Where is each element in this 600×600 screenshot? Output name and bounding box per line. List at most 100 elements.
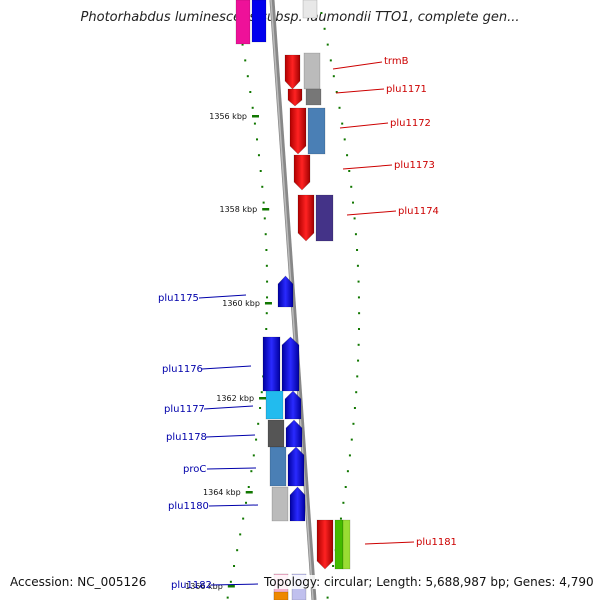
scale-dot-left: [261, 185, 264, 188]
scale-tick-label: 1364 kbp: [203, 488, 241, 497]
scale-major-tick: [259, 397, 267, 400]
scale-major-tick: [251, 115, 259, 118]
gene-label-proc[interactable]: proC: [183, 464, 206, 475]
scale-dot-left: [236, 549, 239, 552]
scale-dot-right: [341, 122, 344, 125]
scale-dot-left: [265, 328, 268, 330]
scale-dot-left: [246, 75, 249, 78]
gene-label-plu1174[interactable]: plu1174: [398, 206, 439, 217]
gene-feature-plu1178: [267, 419, 285, 448]
map-title: Photorhabdus luminescens subsp. laumondi…: [80, 10, 520, 25]
leader-line-blue: [206, 467, 257, 470]
gene-feature-plu1175: [277, 275, 294, 308]
scale-dot-right: [335, 91, 338, 93]
scale-dot-right: [329, 59, 332, 62]
gene-feature-plu1181-b: [342, 519, 351, 570]
leader-line-red: [342, 164, 393, 170]
scale-dot-left: [241, 43, 244, 46]
gene-feature-plu1172: [307, 107, 326, 155]
scale-dot-right: [348, 170, 351, 172]
gene-labels-right: trmB plu1171 plu1172 plu1173 plu1174 plu…: [384, 56, 457, 548]
gene-feature-plu1177: [265, 390, 284, 420]
scale-dot-right: [357, 328, 360, 330]
scale-dot-left: [244, 59, 247, 62]
gene-feature-plu1174: [315, 194, 334, 242]
scale-dot-left: [264, 233, 267, 236]
scale-dot-right: [356, 375, 359, 378]
gene-label-plu1178[interactable]: plu1178: [166, 432, 207, 443]
scale-dot-left: [252, 454, 255, 457]
scale-dot-left: [229, 580, 232, 583]
gene-features: [235, 0, 351, 600]
scale-dot-left: [247, 486, 250, 488]
scale-dot-left: [259, 407, 262, 409]
leader-line-red: [335, 88, 385, 94]
scale-dot-right: [357, 280, 360, 283]
gene-feature-proc-b: [287, 446, 305, 487]
scale-dot-right: [352, 422, 355, 425]
scale-dot-left: [257, 154, 260, 157]
scale-dot-left: [249, 91, 252, 93]
scale-dot-right: [342, 501, 345, 504]
topology-text: Topology: circular; Length: 5,688,987 bp…: [262, 575, 596, 589]
scale-dot-right: [356, 249, 359, 251]
scale-dot-left: [265, 249, 268, 251]
accession-text: Accession: NC_005126: [10, 575, 147, 589]
scale-tick-label: 1366 kbp: [185, 582, 223, 591]
leader-line-blue: [208, 504, 259, 507]
gene-label-plu1173[interactable]: plu1173: [394, 160, 435, 171]
scale-dot-right: [350, 438, 353, 441]
scale-dot-right: [357, 296, 360, 299]
gene-feature-plu1171: [303, 52, 321, 90]
gene-feature-plu1180-b: [289, 486, 306, 522]
scale-major-tick: [227, 585, 235, 588]
scale-dot-right: [355, 391, 358, 394]
feature-blue-top: [251, 0, 267, 43]
gene-label-plu1175[interactable]: plu1175: [158, 293, 199, 304]
scale-dot-right: [350, 185, 353, 188]
scale-dot-right: [343, 138, 346, 141]
scale-dot-left: [233, 565, 236, 567]
gene-label-plu1171[interactable]: plu1171: [386, 84, 427, 95]
gene-label-trmb[interactable]: trmB: [384, 56, 409, 67]
scale-tick-label: 1358 kbp: [220, 205, 258, 214]
gene-label-plu1172[interactable]: plu1172: [390, 118, 431, 129]
scale-major-tick: [262, 208, 270, 211]
gene-label-plu1176[interactable]: plu1176: [162, 364, 203, 375]
scale-major-tick: [245, 491, 253, 494]
scale-dot-left: [255, 438, 258, 441]
feature-white-top: [302, 0, 318, 19]
gene-label-plu1182[interactable]: plu1182: [171, 580, 212, 591]
scale-dot-right: [356, 264, 359, 267]
scale-major-tick: [264, 302, 272, 305]
scale-dot-left: [245, 501, 248, 504]
scale-dot-right: [357, 343, 360, 346]
scale-dot-right: [332, 75, 335, 78]
scale-labels: 1356 kbp 1358 kbp 1360 kbp 1362 kbp 1364 kbp…: [185, 112, 272, 591]
gene-label-plu1180[interactable]: plu1180: [168, 501, 209, 512]
leader-line-blue: [205, 434, 256, 438]
scale-dot-right: [338, 106, 341, 109]
scale-dot-right: [353, 407, 356, 409]
gene-label-plu1177[interactable]: plu1177: [164, 404, 205, 415]
gene-feature-trmb: [284, 54, 301, 90]
gene-feature-plu1172-a: [289, 107, 307, 155]
gene-feature-proc: [269, 446, 287, 487]
gene-label-plu1181[interactable]: plu1181: [416, 537, 457, 548]
scale-dot-left: [239, 533, 242, 536]
feature-magenta-top: [235, 0, 251, 45]
gene-feature-plu1181: [334, 519, 344, 570]
scale-dot-left: [256, 138, 259, 141]
leader-line-blue: [201, 365, 252, 370]
gene-labels-left: plu1175 plu1176 plu1177 plu1178 proC plu…: [158, 293, 212, 591]
gene-feature-plu1174-a: [297, 194, 315, 242]
gene-feature-plu1176: [262, 336, 281, 392]
gene-feature-plu1181-a: [316, 519, 334, 570]
scale-dot-left: [251, 106, 254, 109]
feature-orange-bottom: [273, 591, 289, 600]
scale-dot-right: [323, 27, 326, 30]
gene-feature-plu1173: [293, 154, 311, 191]
leader-line-red: [364, 541, 415, 545]
scale-dot-right: [358, 312, 361, 315]
